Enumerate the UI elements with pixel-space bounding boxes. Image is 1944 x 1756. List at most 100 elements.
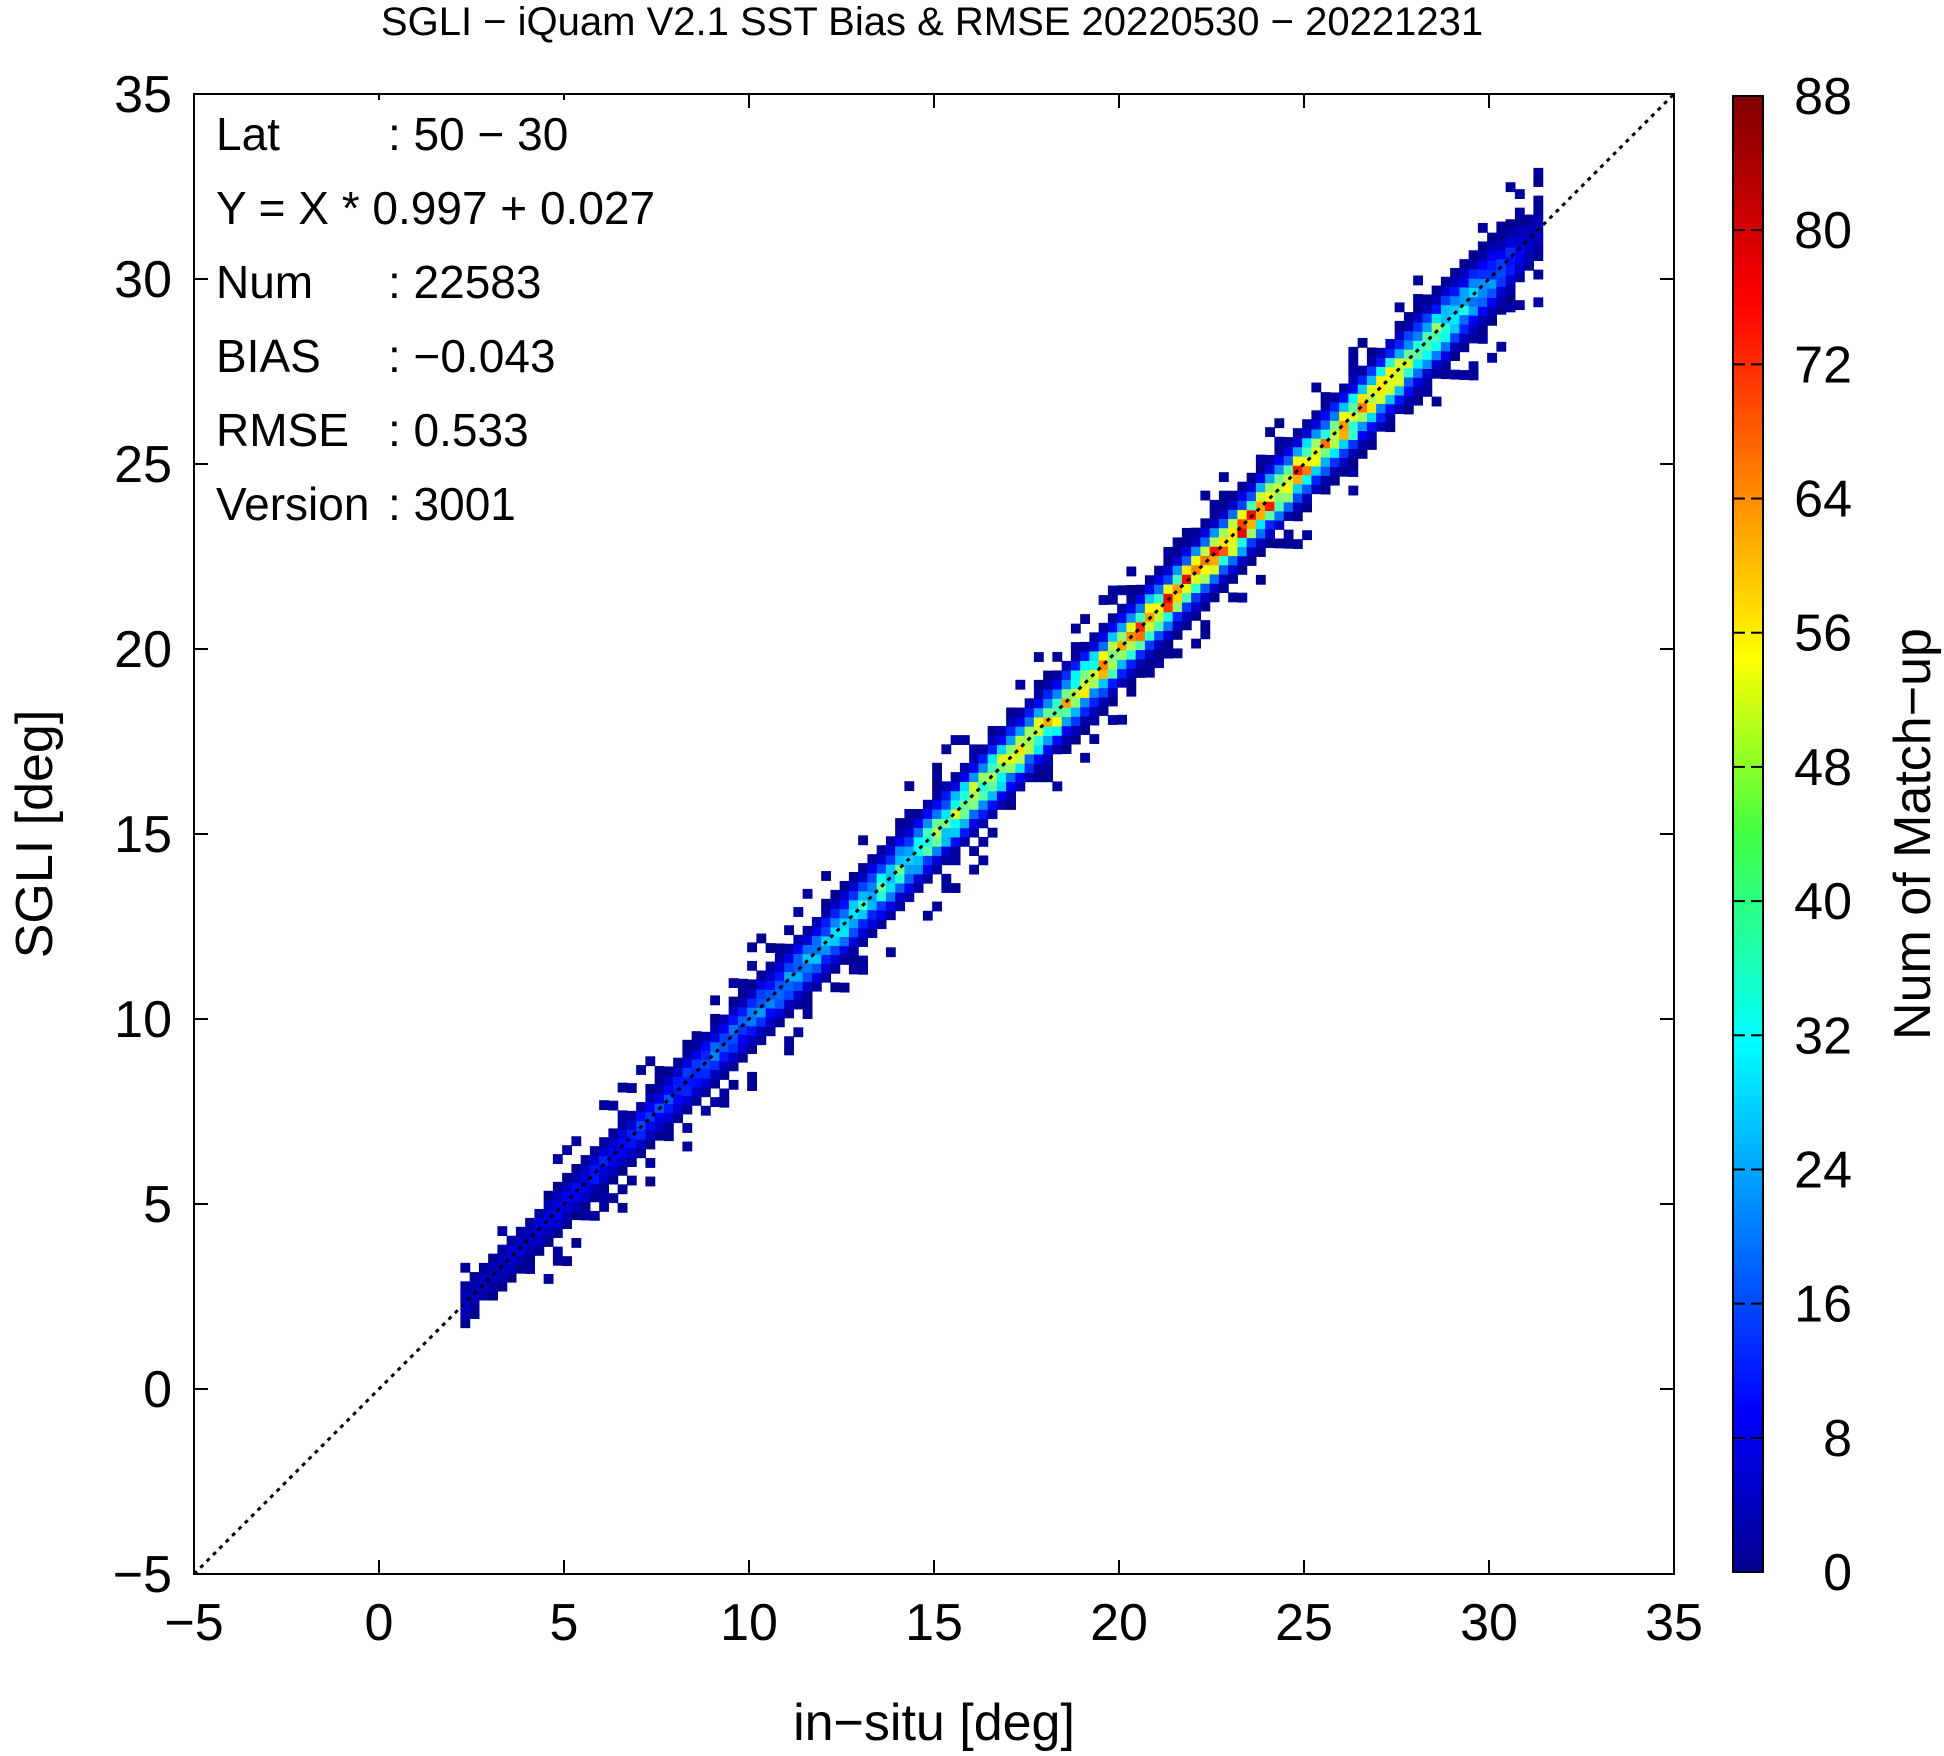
heatmap-cell [543, 1274, 554, 1284]
heatmap-cell [1255, 473, 1266, 483]
heatmap-cell [1237, 500, 1248, 511]
heatmap-cell [1514, 300, 1525, 311]
heatmap-cell [682, 1104, 693, 1115]
heatmap-cell [932, 827, 942, 838]
heatmap-cell [1385, 412, 1396, 423]
heatmap-cell [941, 799, 952, 810]
heatmap-cell [710, 1069, 720, 1080]
heatmap-cell [1237, 527, 1248, 538]
heatmap-cell [1311, 438, 1322, 448]
heatmap-cell [617, 1082, 628, 1093]
heatmap-cell [1459, 277, 1470, 288]
stats-background [212, 100, 702, 232]
heatmap-cell [1450, 323, 1460, 334]
heatmap-cell [1450, 351, 1460, 362]
heatmap-cell [1459, 323, 1470, 334]
heatmap-cell [1070, 706, 1081, 717]
heatmap-cell [1274, 473, 1285, 484]
heatmap-cell [636, 1065, 646, 1075]
heatmap-cell [1246, 472, 1257, 483]
heatmap-cell [1228, 546, 1238, 557]
heatmap-cell [719, 1088, 730, 1099]
heatmap-cell [885, 836, 896, 847]
heatmap-cell [617, 1138, 628, 1148]
heatmap-cell [645, 1139, 656, 1150]
heatmap-cell [599, 1164, 609, 1175]
heatmap-cell [978, 744, 989, 755]
heatmap-cell [793, 962, 804, 973]
heatmap-cell [1172, 546, 1183, 557]
heatmap-cell [1348, 485, 1359, 496]
heatmap-cell [1533, 167, 1544, 178]
heatmap-cell [1200, 546, 1211, 556]
heatmap-cell [497, 1272, 508, 1283]
heatmap-cell [1228, 564, 1238, 575]
heatmap-cell [784, 953, 794, 963]
heatmap-cell [710, 1097, 720, 1108]
heatmap-cell [1422, 349, 1433, 360]
heatmap-cell [710, 995, 720, 1006]
heatmap-cell [747, 942, 757, 953]
heatmap-cell [1191, 573, 1201, 584]
heatmap-cell [932, 846, 942, 856]
heatmap-cell [1061, 707, 1072, 718]
heatmap-cell [700, 1078, 711, 1088]
heatmap-cell [1440, 350, 1451, 361]
heatmap-cell [488, 1262, 498, 1273]
heatmap-cell [1431, 294, 1442, 305]
heatmap-cell [1431, 396, 1442, 407]
heatmap-cell [747, 1025, 757, 1036]
heatmap-cell [1348, 430, 1359, 440]
heatmap-cell [1366, 440, 1377, 450]
heatmap-cell [552, 1209, 563, 1220]
heatmap-cell [1348, 448, 1359, 459]
heatmap-cell [1403, 367, 1414, 378]
heatmap-cell [497, 1281, 508, 1292]
heatmap-cell [1496, 249, 1507, 260]
heatmap-cell [1098, 696, 1109, 707]
heatmap-cell [1496, 341, 1507, 352]
heatmap-cell [793, 990, 804, 1001]
heatmap-cell [599, 1146, 609, 1157]
heatmap-cell [728, 1024, 739, 1035]
heatmap-cell [784, 1036, 794, 1047]
heatmap-cell [1015, 753, 1026, 764]
heatmap-cell [1348, 457, 1359, 468]
heatmap-cell [1357, 448, 1368, 459]
heatmap-cell [895, 845, 905, 856]
heatmap-cell [959, 781, 970, 792]
heatmap-cell [515, 1263, 526, 1274]
heatmap-cell [580, 1182, 591, 1193]
heatmap-cell [719, 1097, 730, 1108]
heatmap-cell [1061, 725, 1072, 736]
heatmap-cell [1228, 555, 1238, 566]
heatmap-cell [793, 953, 804, 964]
heatmap-cell [710, 1050, 720, 1061]
heatmap-cell [534, 1245, 545, 1256]
heatmap-cell [1228, 490, 1238, 501]
heatmap-cell [1320, 410, 1331, 421]
heatmap-cell [1098, 678, 1109, 689]
heatmap-cell [654, 1130, 665, 1141]
heatmap-cell [1394, 330, 1405, 341]
heatmap-cell [1459, 268, 1470, 279]
heatmap-cell [885, 882, 896, 893]
heatmap-cell [1320, 419, 1331, 430]
heatmap-cell [645, 1056, 656, 1067]
heatmap-cell [515, 1254, 526, 1265]
heatmap-cell [1292, 446, 1303, 457]
heatmap-cell [1144, 584, 1155, 595]
heatmap-cell [1505, 274, 1516, 285]
heatmap-cell [1024, 698, 1035, 709]
heatmap-cell [1144, 639, 1155, 650]
heatmap-cell [996, 744, 1007, 755]
heatmap-cell [1274, 446, 1285, 456]
heatmap-cell [1061, 734, 1072, 745]
heatmap-cell [1172, 629, 1183, 640]
heatmap-cell [1024, 772, 1035, 783]
heatmap-cell [1135, 621, 1146, 632]
heatmap-cell [1006, 735, 1016, 746]
heatmap-cell [858, 881, 868, 892]
heatmap-cell [589, 1146, 600, 1157]
heatmap-cell [1246, 519, 1257, 529]
